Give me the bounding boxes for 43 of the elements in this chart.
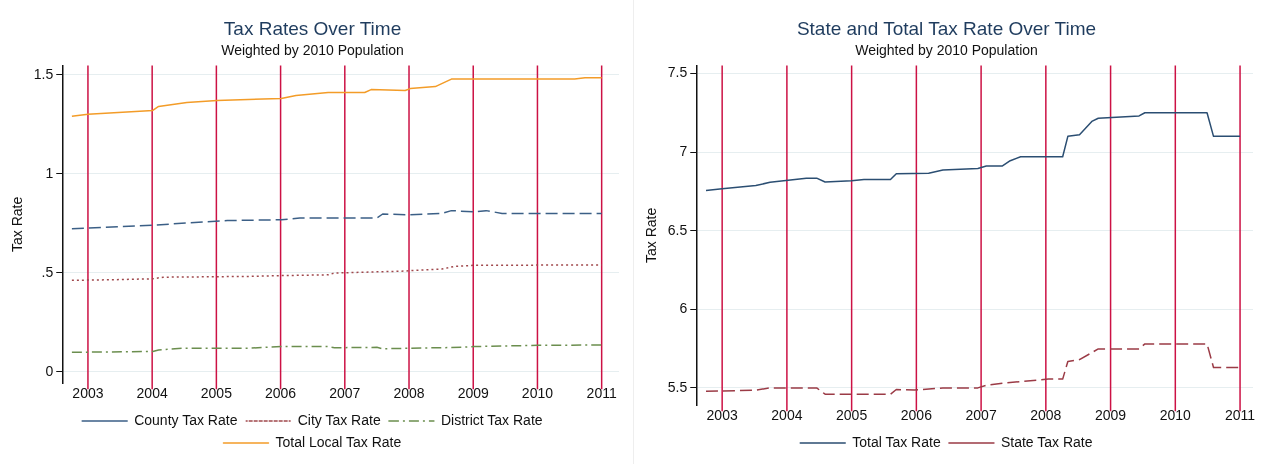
line-series: [71, 209, 603, 230]
y-tick-label: 5.5: [667, 378, 688, 395]
line-series: [705, 343, 1241, 395]
x-tick-label: 2003: [72, 385, 104, 402]
x-tick-label: 2004: [136, 385, 168, 402]
y-axis-title: Tax Rate: [643, 207, 660, 264]
chart-title: State and Total Tax Rate Over Time: [796, 17, 1097, 39]
x-tick-label: 2008: [1030, 407, 1062, 424]
x-tick-label: 2003: [706, 407, 738, 424]
y-tick-label: 1: [45, 164, 54, 181]
x-tick-label: 2009: [457, 385, 490, 402]
x-tick-label: 2005: [836, 407, 868, 424]
legend-label: Total Local Tax Rate: [275, 433, 402, 450]
y-tick-label: .5: [41, 263, 54, 280]
x-tick-label: 2010: [521, 385, 554, 402]
chart-title: Tax Rates Over Time: [223, 17, 402, 39]
legend-label: Total Tax Rate: [852, 433, 941, 450]
x-tick-label: 2007: [329, 385, 361, 402]
legend-label: County Tax Rate: [134, 411, 238, 428]
y-tick-label: 6: [679, 300, 688, 317]
x-tick-label: 2004: [771, 407, 803, 424]
y-tick-label: 0: [45, 362, 54, 379]
x-tick-label: 2010: [1159, 407, 1192, 424]
x-tick-label: 2008: [393, 385, 425, 402]
x-tick-label: 2006: [900, 407, 933, 424]
x-tick-label: 2011: [586, 385, 617, 402]
y-tick-label: 7.5: [667, 64, 688, 81]
y-axis-title: Tax Rate: [9, 196, 26, 253]
legend-label: City Tax Rate: [297, 411, 381, 428]
line-series: [71, 264, 603, 282]
x-tick-label: 2006: [265, 385, 297, 402]
x-tick-label: 2007: [965, 407, 997, 424]
legend-label: State Tax Rate: [1000, 433, 1093, 450]
chart-subtitle: Weighted by 2010 Population: [221, 42, 404, 59]
x-tick-label: 2005: [200, 385, 233, 402]
legend-label: District Tax Rate: [440, 411, 543, 428]
y-tick-label: 7: [679, 142, 688, 159]
line-series: [71, 344, 603, 354]
y-tick-label: 1.5: [33, 65, 54, 82]
y-tick-label: 6.5: [667, 221, 688, 238]
chart-subtitle: Weighted by 2010 Population: [855, 42, 1038, 59]
x-tick-label: 2009: [1095, 407, 1127, 424]
x-tick-label: 2011: [1225, 407, 1256, 424]
